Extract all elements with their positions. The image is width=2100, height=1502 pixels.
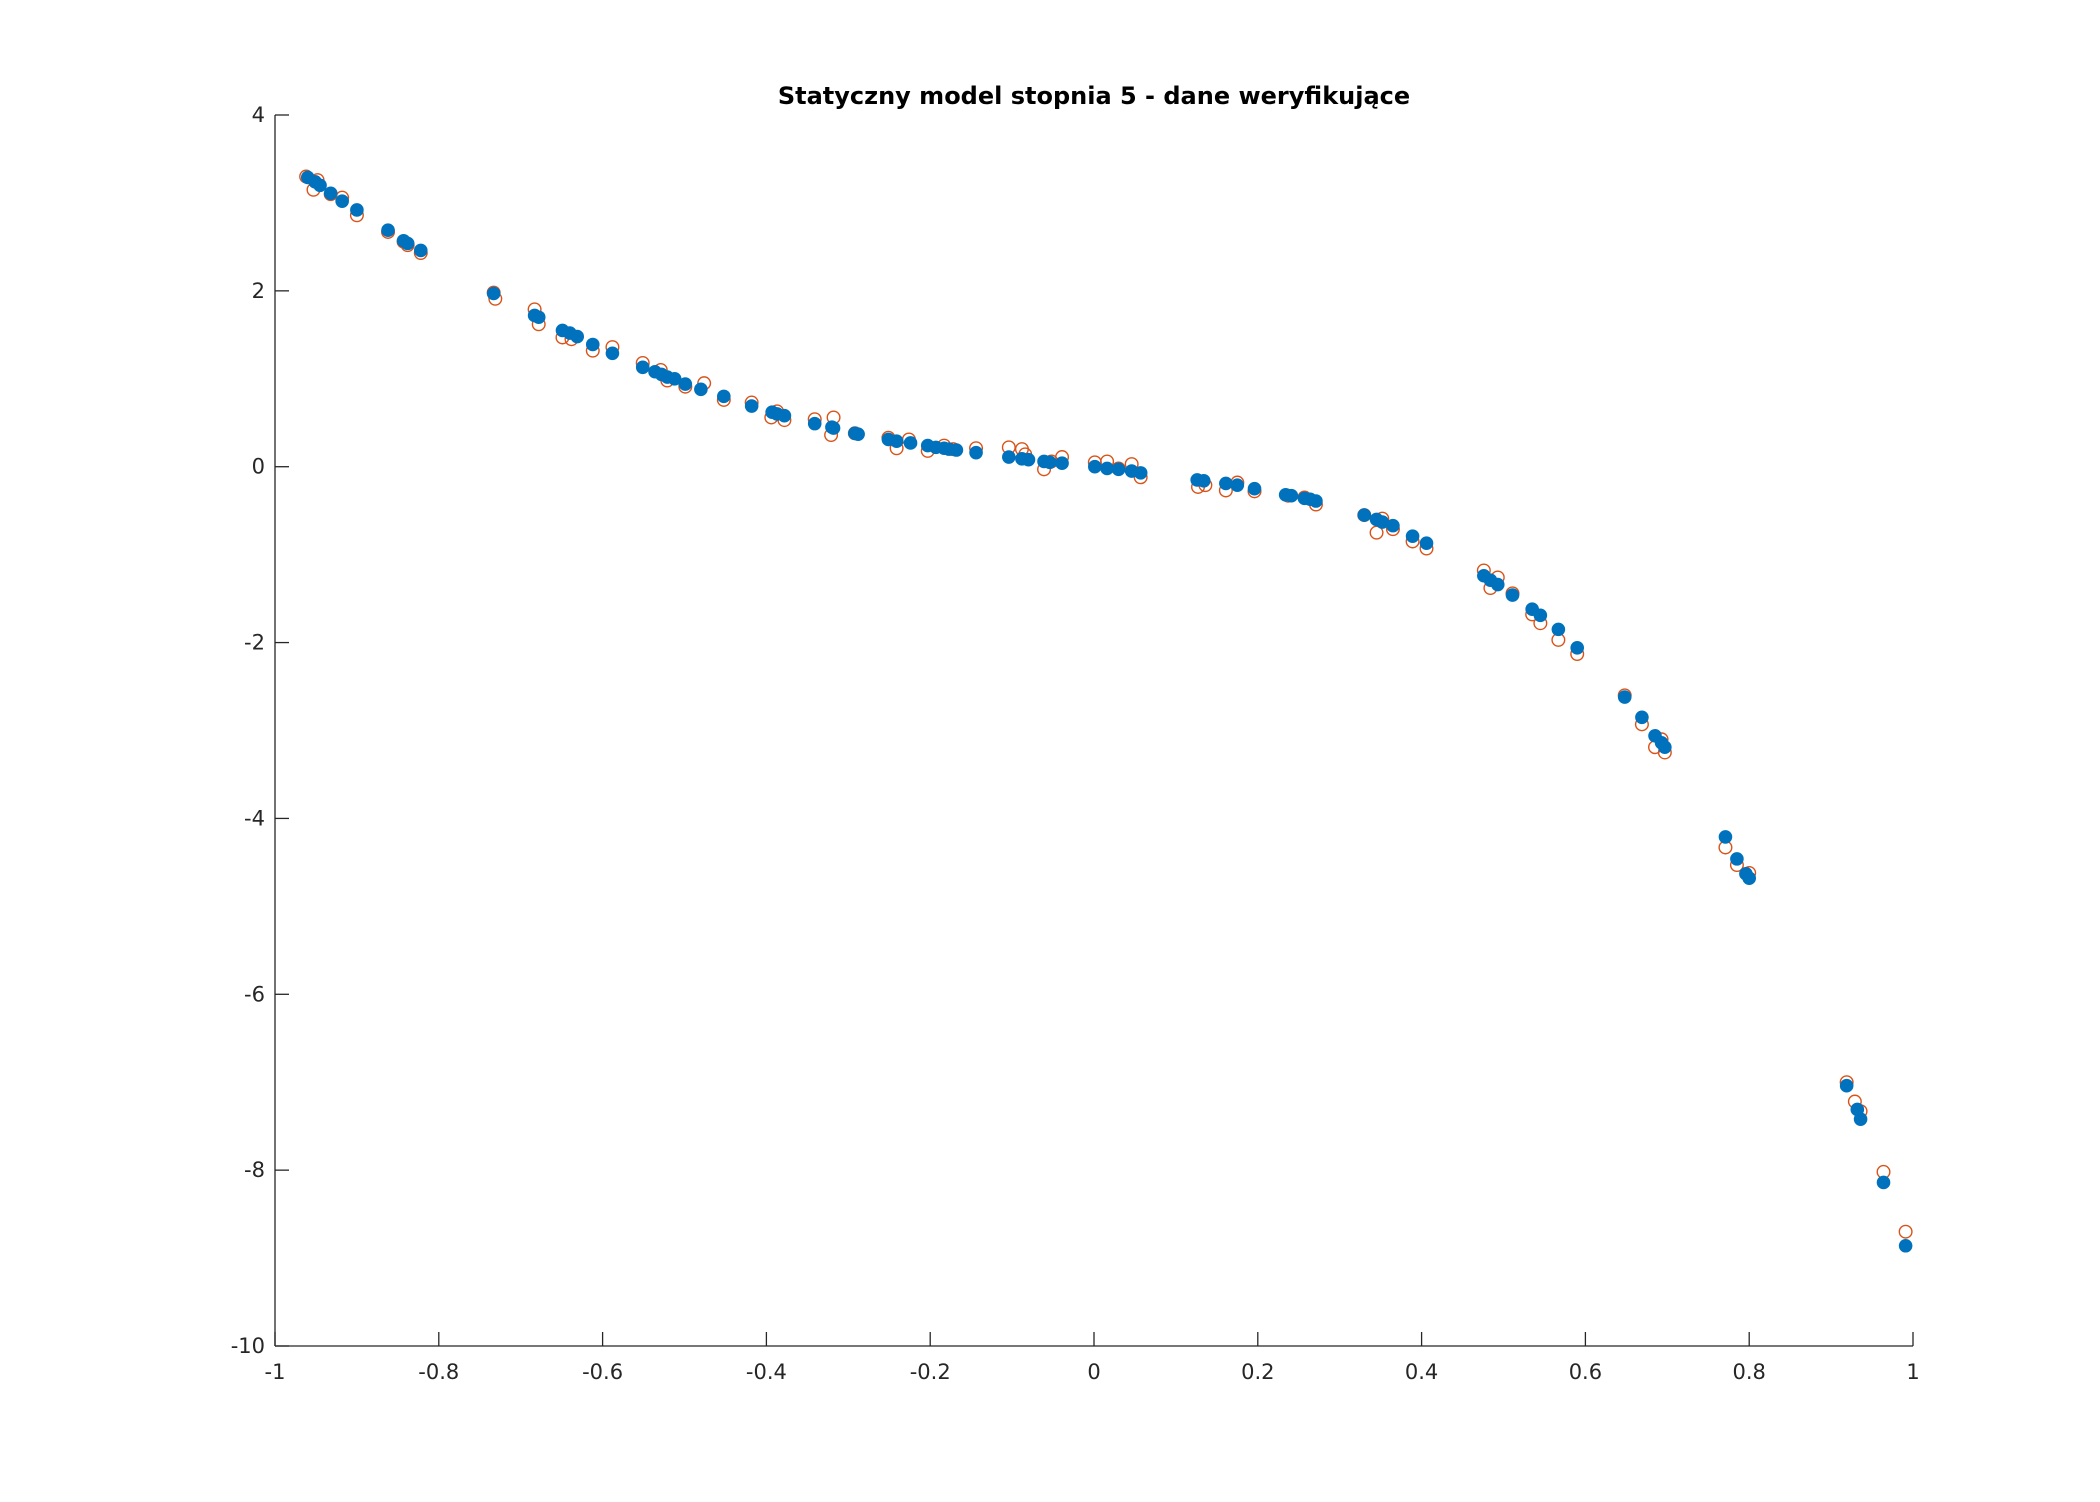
filled-point-76: [1533, 608, 1548, 623]
x-tick-label-neg0p8: -0.8: [418, 1360, 459, 1384]
filled-point-24: [694, 382, 708, 397]
y-tick-label-0: 0: [252, 455, 265, 479]
filled-point-51: [1100, 461, 1114, 476]
x-tick-label-0p6: 0.6: [1569, 1360, 1602, 1384]
y-tick-label-2: 2: [252, 279, 265, 303]
filled-point-5: [350, 203, 364, 217]
filled-point-85: [1730, 852, 1744, 866]
filled-point-68: [1386, 518, 1400, 533]
filled-point-48: [1042, 455, 1057, 470]
filled-point-18: [635, 360, 650, 375]
chart-title: Statyczny model stopnia 5 - dane weryfik…: [778, 82, 1410, 110]
filled-point-10: [486, 286, 501, 301]
filled-point-79: [1617, 690, 1632, 704]
filled-point-57: [1219, 476, 1233, 491]
x-tick-label-neg0p6: -0.6: [582, 1360, 623, 1384]
filled-point-56: [1196, 473, 1211, 488]
filled-point-64: [1309, 494, 1323, 508]
x-tick-label-1: 1: [1906, 1360, 1919, 1384]
filled-point-2: [313, 178, 327, 193]
filled-point-73: [1490, 577, 1505, 592]
open-point-84: [1898, 1224, 1913, 1239]
x-tick-label-0p4: 0.4: [1405, 1360, 1438, 1384]
filled-point-69: [1405, 529, 1420, 543]
filled-point-36: [889, 434, 904, 449]
x-tick-label-0p2: 0.2: [1241, 1360, 1274, 1384]
filled-point-65: [1357, 508, 1372, 522]
filled-point-46: [1021, 452, 1036, 467]
y-tick-label-4: 4: [252, 103, 265, 127]
filled-point-80: [1635, 710, 1649, 725]
filled-point-61: [1284, 488, 1299, 503]
filled-point-12: [531, 310, 546, 325]
filled-point-44: [1002, 450, 1016, 464]
filled-point-54: [1133, 466, 1148, 480]
filled-point-88: [1839, 1078, 1854, 1093]
y-tick-label-neg4: -4: [244, 806, 265, 830]
y-tick-label-neg10: -10: [231, 1334, 265, 1358]
open-point-59: [1369, 525, 1384, 540]
filled-point-83: [1658, 740, 1672, 755]
filled-point-30: [807, 416, 822, 431]
y-tick-label-neg2: -2: [244, 631, 265, 655]
x-tick-label-neg1: -1: [265, 1360, 286, 1384]
filled-point-84: [1718, 830, 1733, 844]
filled-point-26: [744, 399, 759, 413]
filled-point-22: [667, 371, 682, 386]
filled-point-50: [1088, 459, 1102, 474]
filled-point-8: [400, 236, 415, 251]
filled-point-92: [1898, 1238, 1913, 1253]
y-ticks: -10 -8 -6 -4 -2 0 2 4: [231, 103, 289, 1358]
filled-point-43: [969, 445, 983, 460]
filled-point-29: [777, 408, 792, 423]
filled-marker-series: [300, 170, 1913, 1253]
filled-point-59: [1247, 481, 1262, 496]
y-tick-label-neg8: -8: [244, 1158, 265, 1182]
plot-area: [299, 169, 1913, 1253]
filled-point-15: [570, 329, 585, 344]
x-tick-label-0p8: 0.8: [1732, 1360, 1765, 1384]
filled-point-23: [678, 377, 693, 391]
filled-point-74: [1505, 588, 1520, 602]
filled-point-49: [1055, 456, 1069, 471]
filled-point-32: [826, 421, 841, 435]
filled-point-17: [605, 346, 620, 361]
filled-point-34: [851, 427, 865, 441]
filled-point-9: [413, 243, 428, 258]
filled-point-16: [585, 337, 600, 352]
filled-point-87: [1742, 871, 1756, 886]
filled-point-42: [949, 443, 964, 457]
x-tick-label-neg0p4: -0.4: [746, 1360, 787, 1384]
filled-point-70: [1419, 536, 1434, 551]
filled-point-6: [381, 223, 395, 237]
x-tick-label-0: 0: [1087, 1360, 1100, 1384]
axes: -1 -0.8 -0.6 -0.4 -0.2 0 0.2 0.4 0.6 0.8 1 -10 -8 -6…: [231, 103, 1920, 1384]
filled-point-4: [335, 194, 349, 208]
filled-point-90: [1853, 1112, 1868, 1126]
filled-point-3: [323, 186, 338, 201]
filled-point-58: [1230, 478, 1245, 492]
x-tick-label-neg0p2: -0.2: [910, 1360, 951, 1384]
filled-point-91: [1876, 1175, 1891, 1190]
y-tick-label-neg6: -6: [244, 982, 265, 1006]
filled-point-78: [1570, 641, 1585, 655]
filled-point-25: [717, 389, 731, 404]
filled-point-52: [1111, 462, 1126, 477]
filled-point-37: [903, 436, 918, 450]
x-ticks: -1 -0.8 -0.6 -0.4 -0.2 0 0.2 0.4 0.6 0.8 1: [265, 1332, 1920, 1384]
filled-point-77: [1551, 622, 1566, 637]
